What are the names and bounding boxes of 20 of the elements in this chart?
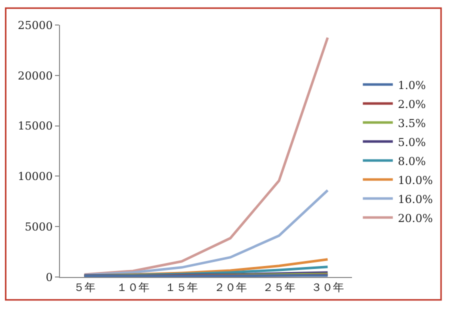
- x-tick-label: ２０年: [214, 281, 247, 294]
- legend-label: 2.0%: [398, 98, 426, 111]
- x-tick-label: ５年: [73, 281, 96, 294]
- legend-label: 16.0%: [398, 192, 433, 206]
- legend-label: 8.0%: [398, 154, 426, 168]
- legend-label: 3.5%: [398, 116, 426, 130]
- y-tick-label: 5000: [24, 220, 53, 234]
- x-tick-label: １０年: [116, 281, 150, 294]
- legend-label: 5.0%: [398, 136, 426, 149]
- legend-label: 20.0%: [398, 212, 433, 225]
- legend-label: 10.0%: [398, 174, 433, 187]
- y-tick-label: 25000: [18, 18, 53, 32]
- y-tick-label: 10000: [18, 170, 53, 184]
- y-tick-label: 0: [46, 270, 53, 284]
- x-tick-label: ２５年: [262, 281, 296, 294]
- x-tick-label: １５年: [165, 281, 198, 294]
- legend-label: 1.0%: [398, 78, 426, 92]
- y-tick-label: 20000: [18, 69, 53, 82]
- y-tick-label: 15000: [18, 120, 53, 133]
- x-tick-label: ３０年: [311, 281, 344, 294]
